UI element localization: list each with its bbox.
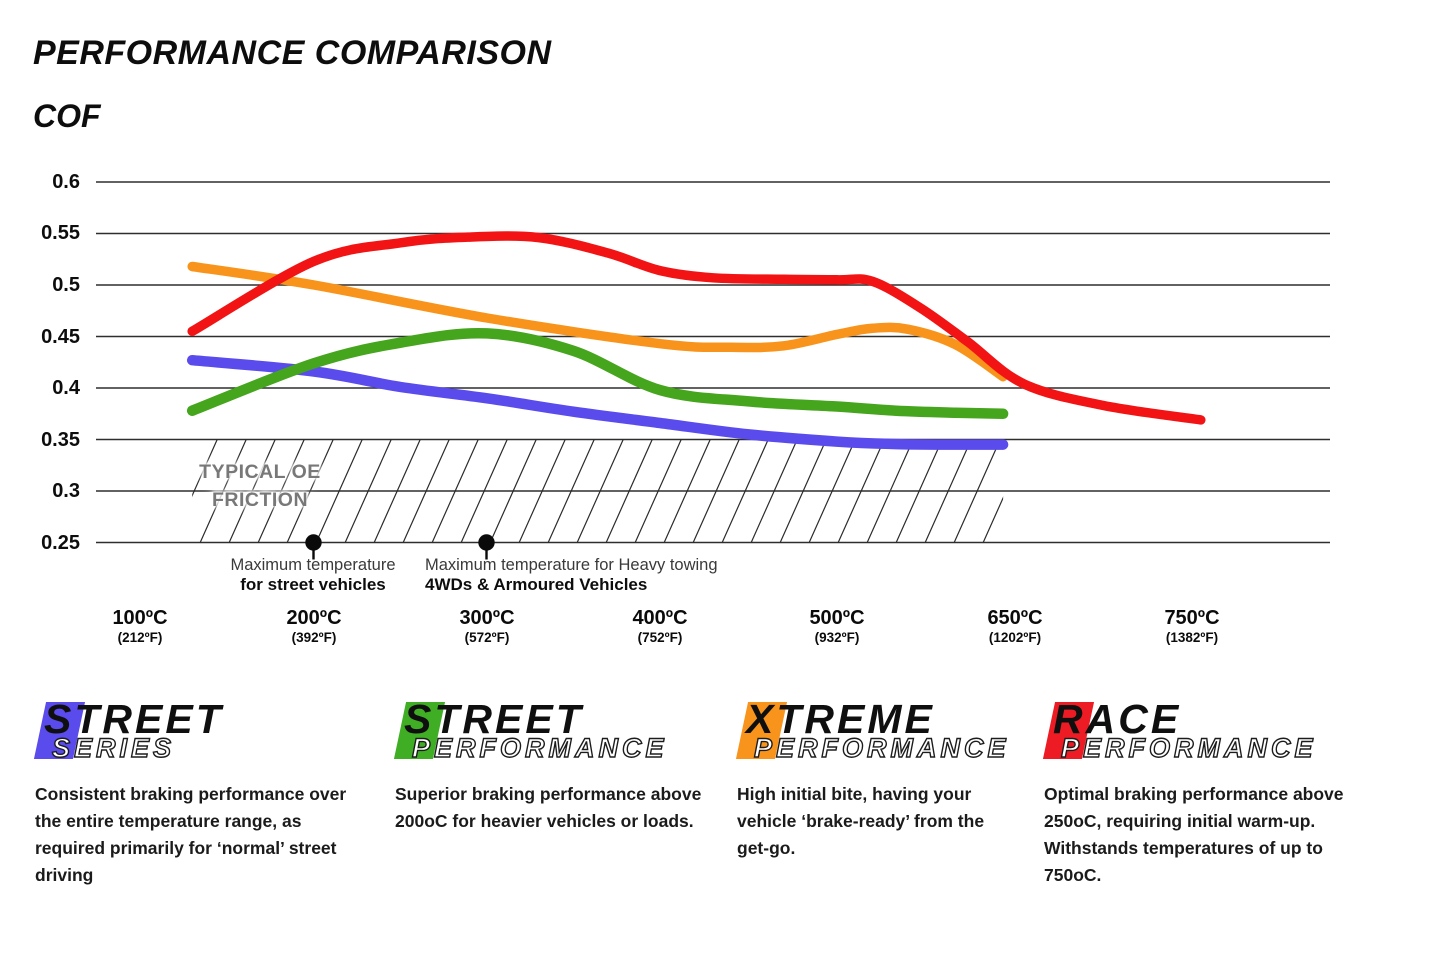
hatch-line — [286, 439, 334, 543]
temperature-celsius: 200ºC — [286, 607, 342, 629]
marker-caption-street: Maximum temperature for street vehicles — [153, 556, 473, 594]
marker-caption-street-line2: for street vehicles — [240, 575, 386, 594]
xtreme-performance-word1: XTREME — [746, 696, 935, 742]
y-axis-tick-label: 0.6 — [52, 171, 80, 193]
hatch-line — [982, 496, 1004, 543]
max-temperature-marker-2 — [478, 534, 495, 560]
x-axis-tick-label: 750ºC (1382ºF) — [1127, 607, 1257, 646]
y-axis-tick-label: 0.55 — [41, 222, 80, 244]
street-series-word1: STREET — [44, 696, 224, 742]
temperature-celsius: 300ºC — [459, 607, 515, 629]
hatch-line — [228, 439, 276, 543]
hatch-line — [402, 439, 450, 543]
legend-race-performance: RACE PERFORMANCE Optimal braking perform… — [1042, 696, 1376, 889]
y-axis-tick-label: 0.45 — [41, 326, 80, 348]
marker-caption-heavy-towing-line1: Maximum temperature for Heavy towing — [425, 556, 718, 574]
race-performance-word2: PERFORMANCE — [1060, 733, 1317, 763]
y-axis-title: COF — [33, 98, 101, 134]
typical-oe-friction-band — [192, 439, 1004, 543]
hatch-line — [431, 439, 479, 543]
series-line-street-series — [186, 354, 1009, 450]
hatch-line — [663, 439, 711, 543]
hatch-line — [199, 439, 247, 543]
hatch-line — [576, 439, 624, 543]
temperature-celsius: 100ºC — [112, 607, 168, 629]
y-axis-tick-label: 0.25 — [41, 532, 80, 554]
hatch-line — [924, 439, 972, 543]
temperature-fahrenheit: (1382ºF) — [1165, 630, 1219, 645]
hatch-line — [634, 439, 682, 543]
hatch-line — [866, 439, 914, 543]
marker-caption-street-line1: Maximum temperature — [230, 556, 396, 574]
hatch-line — [605, 439, 653, 543]
y-axis-tick-label: 0.5 — [52, 274, 80, 296]
typical-oe-friction-label: TYPICAL OE FRICTION — [155, 458, 365, 514]
x-axis-tick-label: 650ºC (1202ºF) — [950, 607, 1080, 646]
hatch-line — [460, 439, 508, 543]
x-axis-tick-label: 200ºC (392ºF) — [249, 607, 379, 646]
oe-label-line1: TYPICAL OE — [199, 461, 321, 483]
temperature-fahrenheit: (1202ºF) — [988, 630, 1042, 645]
temperature-celsius: 650ºC — [987, 607, 1043, 629]
legend-xtreme-performance: XTREME PERFORMANCE High initial bite, ha… — [735, 696, 1011, 862]
series-line-xtreme-performance — [187, 261, 1008, 382]
temperature-fahrenheit: (572ºF) — [464, 630, 510, 645]
hatch-line — [895, 439, 943, 543]
hatch-line — [837, 439, 885, 543]
marker-caption-heavy-towing: Maximum temperature for Heavy towing 4WD… — [425, 556, 765, 594]
street-performance-word1: STREET — [404, 696, 584, 742]
legend-street-series: STREET SERIES Consistent braking perform… — [33, 696, 371, 889]
street-series-logo: STREET SERIES — [33, 696, 371, 772]
marker-caption-heavy-towing-line2: 4WDs & Armoured Vehicles — [425, 575, 648, 594]
hatch-line — [518, 439, 566, 543]
hatch-line — [779, 439, 827, 543]
y-axis-tick-label: 0.35 — [41, 429, 80, 451]
street-performance-logo: STREET PERFORMANCE — [393, 696, 727, 772]
hatch-line — [257, 439, 305, 543]
race-performance-description: Optimal braking performance above 250oC,… — [1044, 784, 1344, 885]
series-line-street-performance — [186, 327, 1009, 420]
temperature-celsius: 750ºC — [1164, 607, 1220, 629]
hatch-line — [547, 439, 595, 543]
temperature-fahrenheit: (932ºF) — [814, 630, 860, 645]
series-line-race-performance — [187, 231, 1206, 425]
temperature-fahrenheit: (392ºF) — [291, 630, 337, 645]
oe-label-line2: FRICTION — [211, 489, 309, 511]
xtreme-performance-word2: PERFORMANCE — [753, 733, 1010, 763]
x-axis-tick-label: 300ºC (572ºF) — [422, 607, 552, 646]
temperature-fahrenheit: (752ºF) — [637, 630, 683, 645]
temperature-celsius: 400ºC — [632, 607, 688, 629]
x-axis-tick-label: 100ºC (212ºF) — [75, 607, 205, 646]
hatch-line — [192, 439, 218, 497]
y-axis-tick-label: 0.3 — [52, 480, 80, 502]
hatch-line — [750, 439, 798, 543]
legend-street-performance: STREET PERFORMANCE Superior braking perf… — [393, 696, 727, 835]
hatch-line — [315, 439, 363, 543]
y-axis-tick-label: 0.4 — [52, 377, 80, 399]
hatch-line — [344, 439, 392, 543]
hatch-line — [953, 439, 1001, 543]
street-performance-word2: PERFORMANCE — [411, 733, 668, 763]
hatch-line — [692, 439, 740, 543]
street-performance-description: Superior braking performance above 200oC… — [395, 784, 702, 831]
temperature-fahrenheit: (212ºF) — [117, 630, 163, 645]
hatch-line — [373, 439, 421, 543]
hatch-line — [721, 439, 769, 543]
x-axis-tick-label: 500ºC (932ºF) — [772, 607, 902, 646]
max-temperature-marker-1 — [305, 534, 322, 560]
xtreme-performance-description: High initial bite, having your vehicle ‘… — [737, 784, 985, 858]
street-series-description: Consistent braking performance over the … — [35, 784, 347, 885]
page-title: PERFORMANCE COMPARISON — [33, 34, 552, 72]
race-performance-word1: RACE — [1053, 696, 1182, 742]
cof-line-chart — [96, 181, 1330, 560]
street-series-word2: SERIES — [51, 733, 176, 763]
temperature-celsius: 500ºC — [809, 607, 865, 629]
x-axis-tick-label: 400ºC (752ºF) — [595, 607, 725, 646]
race-performance-logo: RACE PERFORMANCE — [1042, 696, 1376, 772]
hatch-line — [808, 439, 856, 543]
hatch-line — [489, 439, 537, 543]
xtreme-performance-logo: XTREME PERFORMANCE — [735, 696, 1011, 772]
